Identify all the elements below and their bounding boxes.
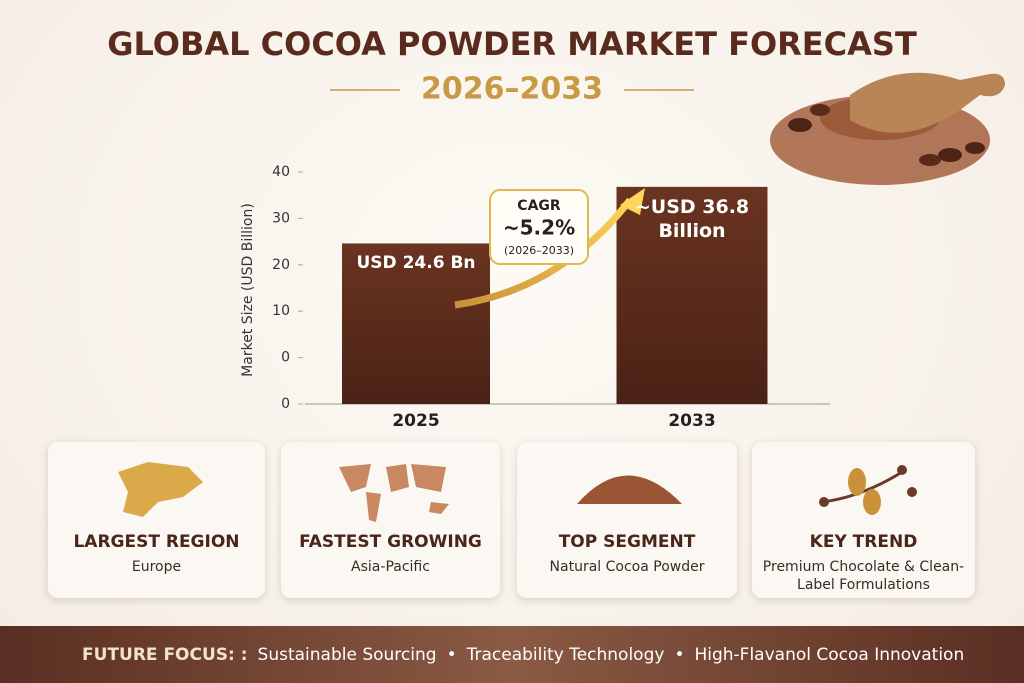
footer: FUTURE FOCUS: : Sustainable Sourcing • Tr… [0, 626, 1024, 683]
x-tick-label: 2033 [668, 411, 715, 431]
y-tick-label: 30 [272, 210, 290, 226]
icon [339, 464, 449, 522]
card-text: Natural Cocoa Powder [549, 559, 705, 575]
separator: • [446, 644, 457, 665]
footer-item: Traceability Technology [466, 644, 665, 665]
title: GLOBAL COCOA POWDER MARKET FORECAST [107, 25, 917, 63]
bar [616, 186, 768, 404]
card: LARGEST REGION Europe [48, 442, 265, 598]
cocoa-decoration [770, 72, 1005, 185]
card-title: TOP SEGMENT [558, 532, 696, 552]
icon [819, 465, 917, 515]
icon [118, 462, 203, 517]
value-label: ~USD 36.8 Billion [634, 195, 750, 242]
bar [342, 243, 490, 404]
card: KEY TREND Premium Chocolate & Clean-Labe… [752, 442, 975, 598]
card-text: Premium Chocolate & Clean-Label Formulat… [762, 559, 965, 593]
y-tick-label: 10 [272, 303, 290, 319]
footer-item: Sustainable Sourcing [257, 644, 437, 665]
separator: • [674, 644, 685, 665]
y-tick-label: 0 [281, 396, 290, 412]
footer-label: FUTURE FOCUS: : [82, 644, 248, 665]
card: TOP SEGMENT Natural Cocoa Powder [517, 442, 737, 598]
card-text: Europe [131, 559, 182, 575]
value-label: USD 24.6 Bn [356, 253, 476, 274]
cagr-title: CAGR [517, 198, 561, 214]
icon [577, 475, 682, 504]
cagr-arrowhead [620, 188, 645, 215]
subtitle: 2026–2033 [421, 72, 603, 107]
cagr-box [489, 189, 589, 265]
y-tick-label: 40 [272, 164, 290, 180]
x-tick-label: 2025 [392, 411, 439, 431]
card-text: Asia-Pacific [351, 559, 430, 575]
card-title: FASTEST GROWING [299, 532, 482, 552]
y-axis-label: Market Size (USD Billion) [240, 203, 256, 377]
y-tick-label: 0 [281, 350, 290, 366]
cagr-arrow [454, 197, 633, 309]
footer-item: High-Flavanol Cocoa Innovation [694, 644, 965, 665]
card-title: LARGEST REGION [73, 532, 240, 552]
card-title: KEY TREND [809, 532, 918, 552]
cagr-value: ~5.2% [503, 216, 575, 240]
card: FASTEST GROWING Asia-Pacific [281, 442, 500, 598]
y-tick-label: 20 [272, 257, 290, 273]
cagr-period: (2026–2033) [504, 244, 574, 257]
